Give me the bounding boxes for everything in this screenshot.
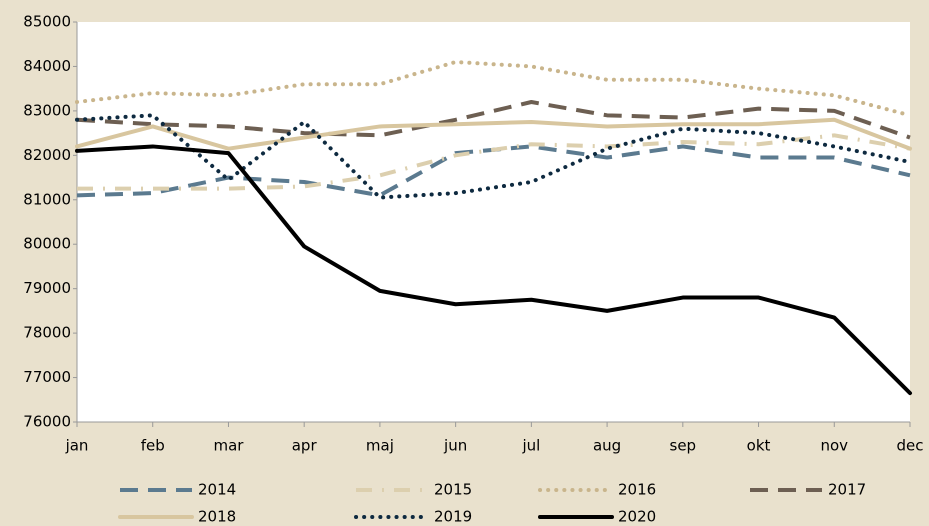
y-tick-label: 79000 (23, 279, 71, 297)
x-tick-label: mar (213, 437, 244, 455)
x-tick-label: maj (366, 437, 394, 455)
legend-label: 2020 (618, 508, 656, 526)
legend-label: 2014 (198, 481, 236, 499)
legend-label: 2016 (618, 481, 656, 499)
y-tick-label: 84000 (23, 57, 71, 75)
x-tick-label: nov (820, 437, 848, 455)
series-line (77, 133, 911, 191)
x-tick-label: aug (593, 437, 621, 455)
y-tick-label: 80000 (23, 235, 71, 253)
y-tick-label: 83000 (23, 101, 71, 119)
series-line (76, 100, 911, 140)
x-tick-label: sep (670, 437, 697, 455)
plot-area (77, 22, 910, 422)
y-tick-label: 78000 (23, 324, 71, 342)
legend-label: 2017 (828, 481, 866, 499)
x-tick-label: apr (292, 437, 318, 455)
y-tick-label: 85000 (23, 13, 71, 31)
y-tick-label: 76000 (23, 413, 71, 431)
legend-label: 2015 (434, 481, 472, 499)
series-line (75, 117, 912, 151)
x-tick-label: okt (747, 437, 771, 455)
series-line (75, 60, 912, 118)
legend-label: 2018 (198, 508, 236, 526)
x-tick-label: jan (65, 437, 89, 455)
x-tick-label: dec (897, 437, 924, 455)
y-tick-label: 77000 (23, 368, 71, 386)
y-tick-label: 82000 (23, 146, 71, 164)
legend-label: 2019 (434, 508, 472, 526)
series-line (75, 144, 912, 396)
y-tick-label: 81000 (23, 190, 71, 208)
x-tick-label: feb (141, 437, 165, 455)
x-tick-label: jun (443, 437, 467, 455)
series-line (75, 113, 912, 200)
x-tick-label: jul (521, 437, 540, 455)
